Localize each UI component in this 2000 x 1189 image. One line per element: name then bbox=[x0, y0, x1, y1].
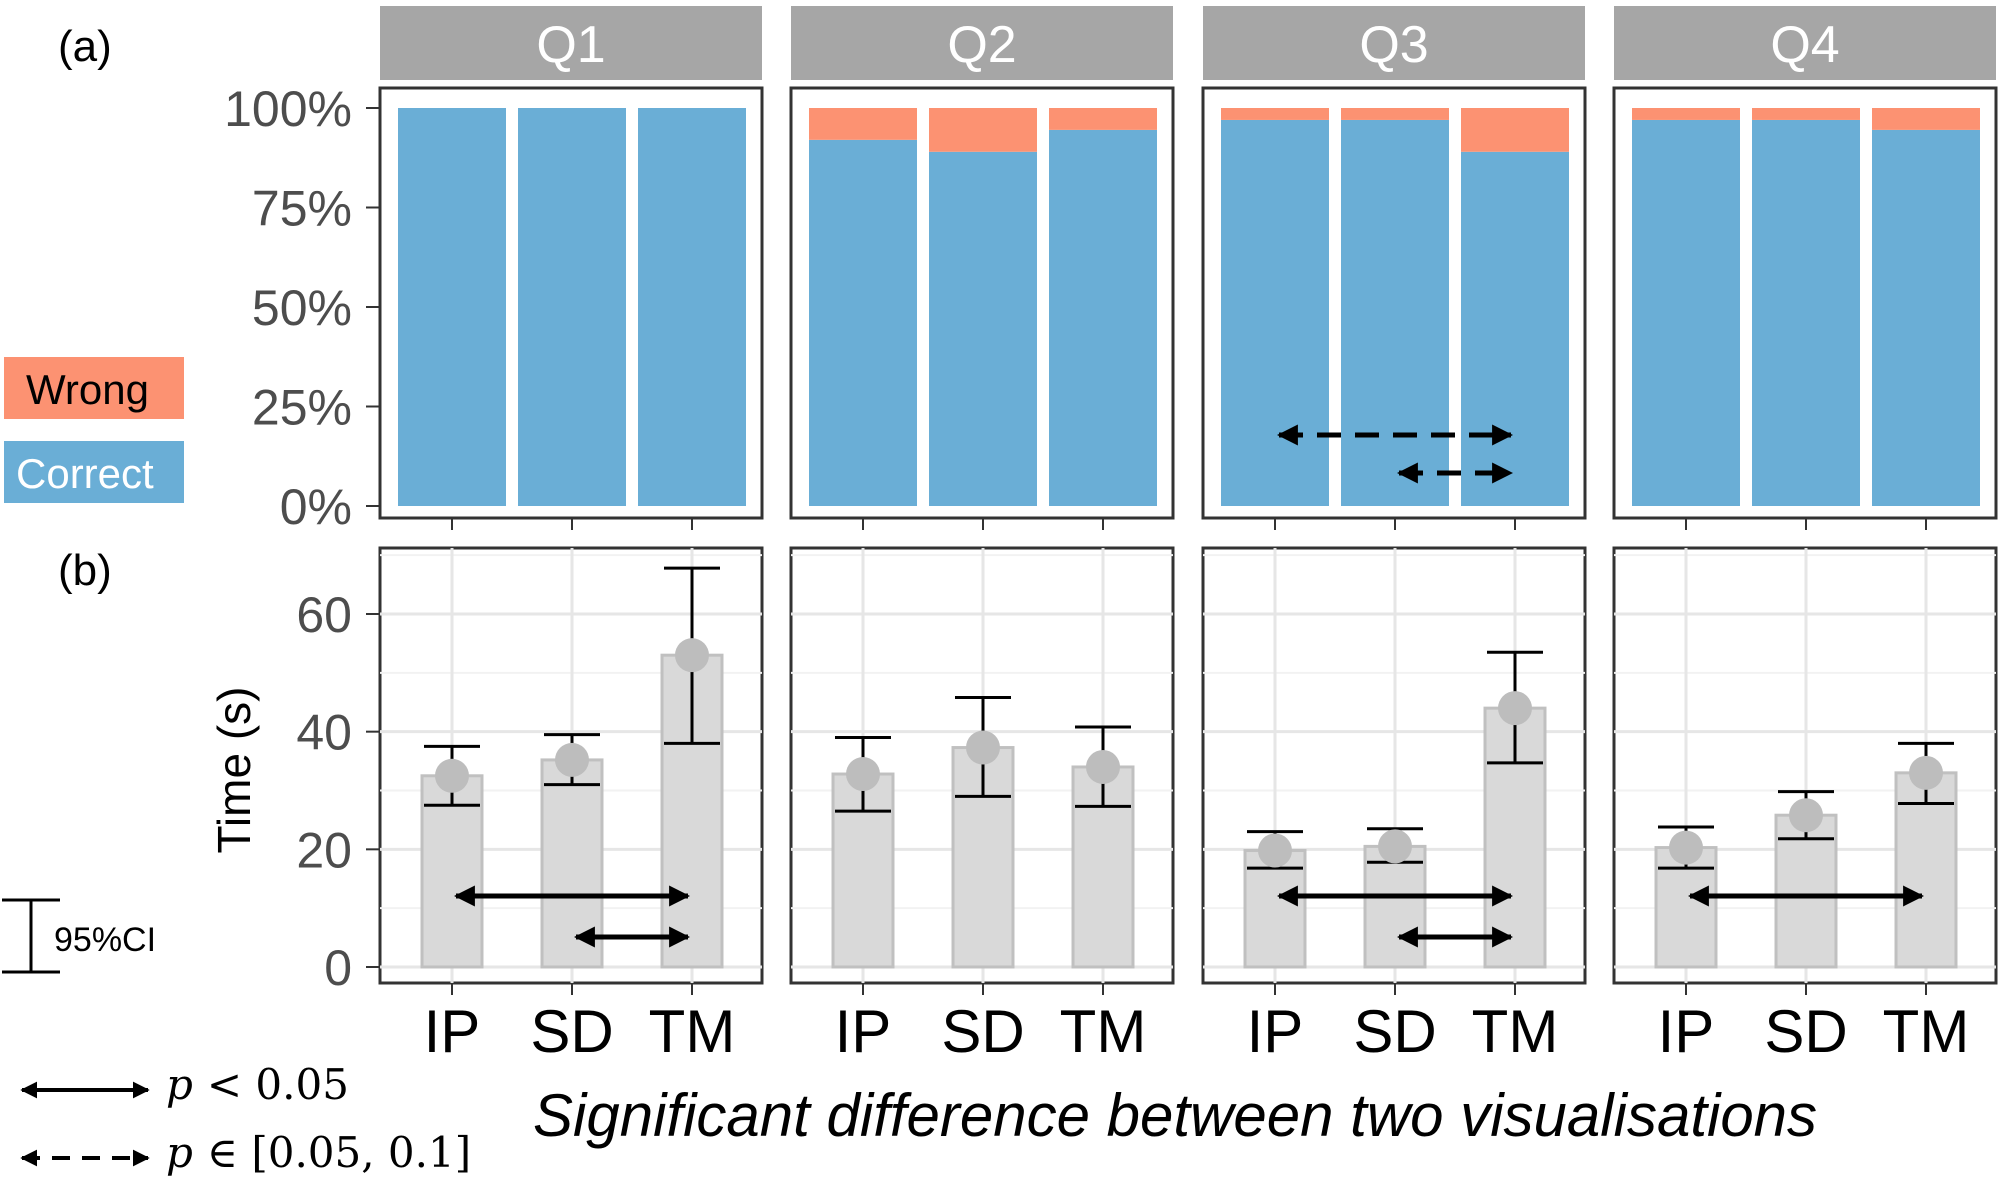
bar-wrong bbox=[1752, 108, 1860, 120]
bar-wrong bbox=[1341, 108, 1449, 120]
bar-correct bbox=[809, 139, 917, 506]
bar-correct bbox=[1632, 119, 1740, 506]
caption: Significant difference between two visua… bbox=[533, 1082, 1817, 1149]
x-tick-label: TM bbox=[1883, 998, 1970, 1065]
facet-strip bbox=[1614, 6, 1996, 80]
legend-wrong-swatch bbox=[4, 357, 184, 419]
mean-point bbox=[966, 730, 1000, 765]
y-tick-label-a: 25% bbox=[252, 380, 352, 436]
x-tick-label: SD bbox=[1353, 998, 1436, 1065]
sig-p05-rel: < 0.05 bbox=[207, 1060, 349, 1109]
svg-text:p∈ [0.05, 0.1]: p ∈ [0.05, 0.1] bbox=[166, 1128, 471, 1177]
y-tick-label-a: 100% bbox=[224, 81, 352, 137]
facet-strip bbox=[380, 6, 762, 80]
significance-legend: p < 0.05 p ∈ [0.05, 0.1] bbox=[20, 1060, 471, 1177]
x-tick-label: IP bbox=[1247, 998, 1304, 1065]
bar-wrong bbox=[1049, 108, 1157, 130]
y-tick-label-a: 50% bbox=[252, 280, 352, 336]
mean-point bbox=[675, 638, 709, 673]
x-tick-label: TM bbox=[1060, 998, 1147, 1065]
facet-strip bbox=[1203, 6, 1585, 80]
sig-p10-rel: ∈ [0.05, 0.1] bbox=[207, 1128, 471, 1177]
bar-correct bbox=[1752, 119, 1860, 506]
mean-point bbox=[1669, 830, 1703, 865]
x-tick-label: TM bbox=[1472, 998, 1559, 1065]
x-tick-label: IP bbox=[1658, 998, 1715, 1065]
bar-wrong bbox=[929, 108, 1037, 152]
mean-point bbox=[1498, 691, 1532, 726]
mean-point bbox=[1789, 798, 1823, 833]
y-tick-label-b: 0 bbox=[324, 940, 352, 996]
bar-correct bbox=[1461, 151, 1569, 506]
y-tick-label-b: 40 bbox=[296, 705, 352, 761]
mean-point bbox=[846, 757, 880, 792]
facet-title: Q4 bbox=[1770, 16, 1839, 74]
bar-wrong bbox=[1872, 108, 1980, 130]
mean-point bbox=[1086, 749, 1120, 784]
mean-point bbox=[555, 742, 589, 777]
x-tick-label: TM bbox=[649, 998, 736, 1065]
bar-wrong bbox=[809, 108, 917, 140]
bar-correct bbox=[1341, 119, 1449, 506]
sig-p05-prefix: p bbox=[166, 1060, 193, 1109]
x-tick-label: IP bbox=[835, 998, 892, 1065]
bar-correct bbox=[1221, 119, 1329, 506]
bar-correct bbox=[1872, 129, 1980, 506]
panel-label-a: (a) bbox=[58, 22, 112, 71]
y-tick-label-b: 20 bbox=[296, 822, 352, 878]
y-tick-label-a: 75% bbox=[252, 181, 352, 237]
x-tick-label: SD bbox=[1764, 998, 1847, 1065]
ci-legend: 95%CI bbox=[2, 898, 156, 974]
bar-correct bbox=[929, 151, 1037, 506]
svg-text:p< 0.05: p < 0.05 bbox=[166, 1060, 349, 1109]
fill-legend: Wrong Correct bbox=[4, 357, 184, 503]
bar-correct bbox=[398, 108, 506, 506]
legend-wrong-label: Wrong bbox=[26, 366, 149, 413]
ci-legend-label: 95%CI bbox=[54, 921, 156, 959]
bar-wrong bbox=[1632, 108, 1740, 120]
facet-title: Q2 bbox=[947, 16, 1016, 74]
facet-title: Q3 bbox=[1359, 16, 1428, 74]
bar-correct bbox=[1049, 129, 1157, 506]
facet-title: Q1 bbox=[536, 16, 605, 74]
x-tick-label: SD bbox=[941, 998, 1024, 1065]
bar-correct bbox=[518, 108, 626, 506]
panel-label-b: (b) bbox=[58, 546, 112, 595]
x-tick-label: SD bbox=[530, 998, 613, 1065]
bar-wrong bbox=[1221, 108, 1329, 120]
bar-correct bbox=[638, 108, 746, 506]
y-tick-label-b: 60 bbox=[296, 587, 352, 643]
x-tick-label: IP bbox=[424, 998, 481, 1065]
y-axis-label: Time (s) bbox=[208, 687, 260, 854]
legend-correct-swatch bbox=[4, 441, 184, 503]
chart-layer: 0% 25% 50% 75% 100% 0 20 40 60 Time (s) Q1 IP SD TM Q2… bbox=[208, 6, 1998, 1065]
mean-point bbox=[1378, 829, 1412, 864]
legend-correct-label: Correct bbox=[16, 450, 154, 497]
time-bar bbox=[1363, 844, 1427, 969]
bar-wrong bbox=[1461, 108, 1569, 152]
mean-point bbox=[435, 758, 469, 793]
y-tick-label-a: 0% bbox=[280, 479, 352, 535]
sig-p10-prefix: p bbox=[166, 1128, 193, 1177]
mean-point bbox=[1909, 755, 1943, 790]
facet-strip bbox=[791, 6, 1173, 80]
mean-point bbox=[1258, 833, 1292, 868]
time-bar bbox=[420, 774, 484, 969]
